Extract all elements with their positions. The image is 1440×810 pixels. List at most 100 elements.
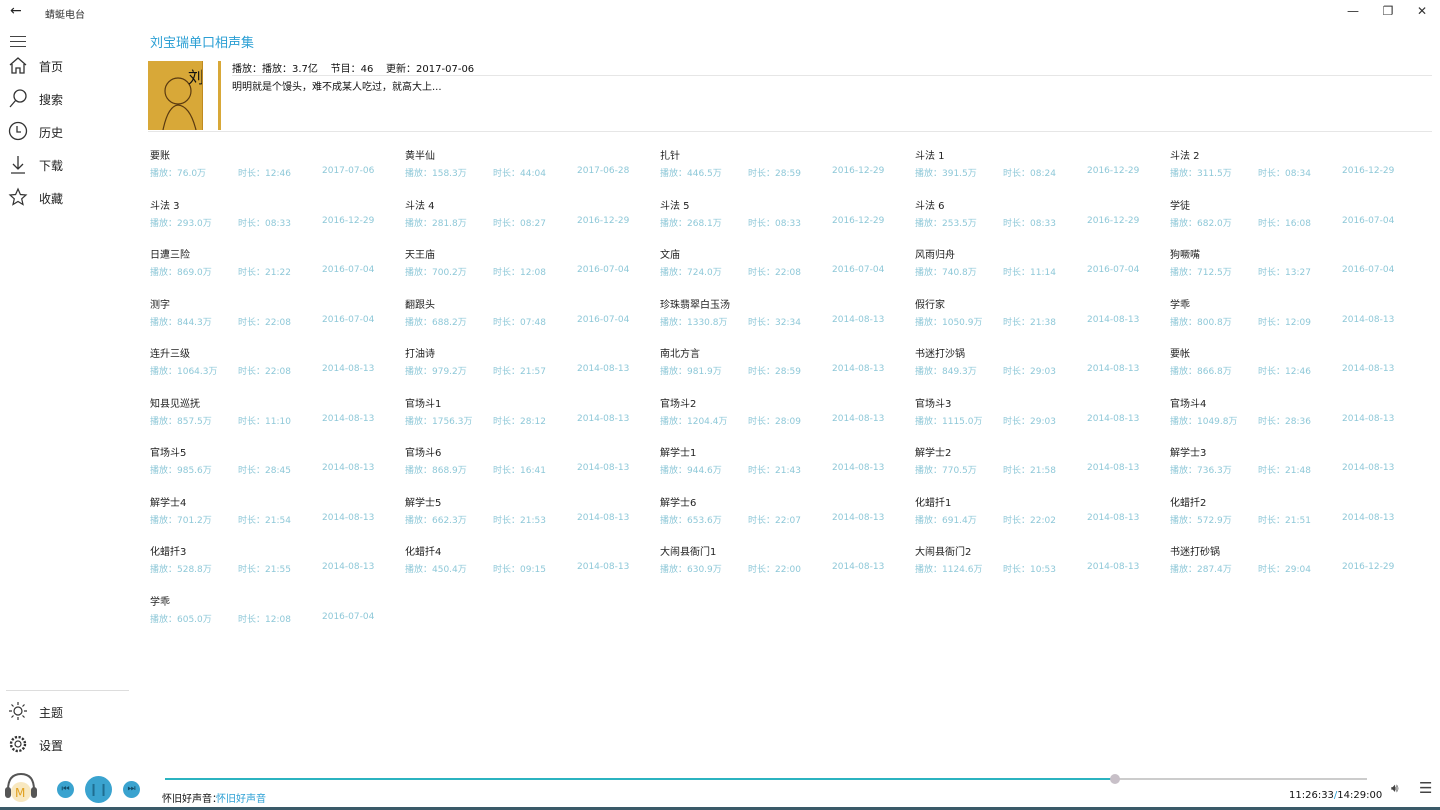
episode-item[interactable]: 打油诗 播放：979.2万 时长：21:57 2014-08-13 <box>405 345 660 391</box>
sidebar-item-sun[interactable]: 主题 <box>0 697 130 727</box>
episode-title: 学徒 <box>1170 200 1190 212</box>
cover-title-strip <box>202 61 218 130</box>
episode-item[interactable]: 化蜡扦4 播放：450.4万 时长：09:15 2014-08-13 <box>405 543 660 589</box>
sidebar-item-search[interactable]: 搜索 <box>0 84 130 114</box>
episode-item[interactable]: 解学士4 播放：701.2万 时长：21:54 2014-08-13 <box>150 494 405 540</box>
hamburger-menu-icon[interactable] <box>10 32 26 51</box>
episode-item[interactable]: 书迷打砂锅 播放：287.4万 时长：29:04 2016-12-29 <box>1170 543 1425 589</box>
episode-title: 斗法 4 <box>405 200 435 212</box>
episode-plays: 播放：572.9万 <box>1170 515 1232 526</box>
episode-duration: 时长：28:12 <box>493 416 546 427</box>
divider <box>232 75 1432 76</box>
episode-item[interactable]: 要帐 播放：866.8万 时长：12:46 2014-08-13 <box>1170 345 1425 391</box>
episode-item[interactable]: 解学士6 播放：653.6万 时长：22:07 2014-08-13 <box>660 494 915 540</box>
episode-item[interactable]: 官场斗1 播放：1756.3万 时长：28:12 2014-08-13 <box>405 395 660 441</box>
episode-item[interactable]: 南北方言 播放：981.9万 时长：28:59 2014-08-13 <box>660 345 915 391</box>
maximize-button[interactable]: ❐ <box>1382 4 1394 18</box>
channel-label: 怀旧好声音： <box>162 794 222 805</box>
episode-item[interactable]: 斗法 6 播放：253.5万 时长：08:33 2016-12-29 <box>915 197 1170 243</box>
episode-date: 2014-08-13 <box>1087 463 1140 473</box>
episode-item[interactable]: 斗法 1 播放：391.5万 时长：08:24 2016-12-29 <box>915 147 1170 193</box>
episode-item[interactable]: 化蜡扦2 播放：572.9万 时长：21:51 2014-08-13 <box>1170 494 1425 540</box>
episode-duration: 时长：12:46 <box>1258 367 1311 377</box>
previous-button[interactable]: ⏮ <box>57 781 74 798</box>
episode-item[interactable]: 官场斗4 播放：1049.8万 时长：28:36 2014-08-13 <box>1170 395 1425 441</box>
pause-button[interactable]: ❙❙ <box>85 776 112 803</box>
episode-plays: 播放：682.0万 <box>1170 218 1232 229</box>
episode-item[interactable]: 大闹县衙门1 播放：630.9万 时长：22:00 2014-08-13 <box>660 543 915 589</box>
episode-item[interactable]: 解学士5 播放：662.3万 时长：21:53 2014-08-13 <box>405 494 660 540</box>
sidebar-item-gear[interactable]: 设置 <box>0 730 130 760</box>
episode-duration: 时长：32:34 <box>748 317 801 328</box>
episode-item[interactable]: 日遭三险 播放：869.0万 时长：21:22 2016-07-04 <box>150 246 405 292</box>
episode-item[interactable]: 连升三级 播放：1064.3万 时长：22:08 2014-08-13 <box>150 345 405 391</box>
episode-duration: 时长：21:55 <box>238 565 291 575</box>
progress-thumb[interactable] <box>1109 774 1120 784</box>
episode-item[interactable]: 测字 播放：844.3万 时长：22:08 2016-07-04 <box>150 296 405 342</box>
sidebar-item-download[interactable]: 下载 <box>0 150 130 180</box>
episode-title: 解学士6 <box>660 497 697 509</box>
playlist-icon[interactable]: ☰ <box>1419 779 1433 797</box>
episode-title: 珍珠翡翠白玉汤 <box>660 299 730 311</box>
episode-title: 化蜡扦3 <box>150 547 187 558</box>
episode-plays: 播放：1124.6万 <box>915 565 983 575</box>
episode-date: 2014-08-13 <box>1087 413 1140 424</box>
sidebar-item-home[interactable]: 首页 <box>0 51 130 81</box>
episode-item[interactable]: 天王庙 播放：700.2万 时长：12:08 2016-07-04 <box>405 246 660 292</box>
episode-item[interactable]: 解学士1 播放：944.6万 时长：21:43 2014-08-13 <box>660 444 915 490</box>
close-button[interactable]: ✕ <box>1416 4 1428 18</box>
episode-item[interactable]: 化蜡扦1 播放：691.4万 时长：22:02 2014-08-13 <box>915 494 1170 540</box>
episode-title: 官场斗5 <box>150 448 187 459</box>
episode-title: 日遭三险 <box>150 250 190 261</box>
volume-icon[interactable]: 🔊︎ <box>1391 781 1399 795</box>
episode-duration: 时长：11:14 <box>1003 268 1056 278</box>
episode-plays: 播放：800.8万 <box>1170 317 1232 328</box>
episode-date: 2014-08-13 <box>832 314 885 325</box>
episode-item[interactable]: 风雨归舟 播放：740.8万 时长：11:14 2016-07-04 <box>915 246 1170 292</box>
episode-plays: 播放：605.0万 <box>150 614 212 625</box>
episode-item[interactable]: 翻跟头 播放：688.2万 时长：07:48 2016-07-04 <box>405 296 660 342</box>
episode-date: 2014-08-13 <box>1342 413 1395 424</box>
episode-item[interactable]: 假行家 播放：1050.9万 时长：21:38 2014-08-13 <box>915 296 1170 342</box>
sidebar-item-clock[interactable]: 历史 <box>0 117 130 147</box>
sidebar-item-star[interactable]: 收藏 <box>0 183 130 213</box>
episode-duration: 时长：28:09 <box>748 416 801 427</box>
progress-slider[interactable] <box>165 774 1367 784</box>
minimize-button[interactable]: — <box>1347 4 1359 18</box>
episode-item[interactable]: 斗法 5 播放：268.1万 时长：08:33 2016-12-29 <box>660 197 915 243</box>
episode-item[interactable]: 狗噘嘴 播放：712.5万 时长：13:27 2016-07-04 <box>1170 246 1425 292</box>
episode-plays: 播放：701.2万 <box>150 515 212 526</box>
episode-item[interactable]: 斗法 3 播放：293.0万 时长：08:33 2016-12-29 <box>150 197 405 243</box>
episode-item[interactable]: 珍珠翡翠白玉汤 播放：1330.8万 时长：32:34 2014-08-13 <box>660 296 915 342</box>
episode-item[interactable]: 扎针 播放：446.5万 时长：28:59 2016-12-29 <box>660 147 915 193</box>
episode-plays: 播放：158.3万 <box>405 169 467 179</box>
episode-item[interactable]: 官场斗6 播放：868.9万 时长：16:41 2014-08-13 <box>405 444 660 490</box>
episode-item[interactable]: 知县见巡抚 播放：857.5万 时长：11:10 2014-08-13 <box>150 395 405 441</box>
sun-icon <box>9 702 27 720</box>
episode-item[interactable]: 黄半仙 播放：158.3万 时长：44:04 2017-06-28 <box>405 147 660 193</box>
episode-date: 2016-07-04 <box>322 611 375 622</box>
episode-item[interactable]: 解学士2 播放：770.5万 时长：21:58 2014-08-13 <box>915 444 1170 490</box>
episode-item[interactable]: 学徒 播放：682.0万 时长：16:08 2016-07-04 <box>1170 197 1425 243</box>
episode-title: 打油诗 <box>405 349 435 360</box>
episode-item[interactable]: 斗法 4 播放：281.8万 时长：08:27 2016-12-29 <box>405 197 660 243</box>
episode-item[interactable]: 学乖 播放：605.0万 时长：12:08 2016-07-04 <box>150 593 405 639</box>
next-button[interactable]: ⏭ <box>123 781 140 798</box>
episode-date: 2016-12-29 <box>1342 562 1395 572</box>
episode-item[interactable]: 解学士3 播放：736.3万 时长：21:48 2014-08-13 <box>1170 444 1425 490</box>
episode-title: 学乖 <box>1170 299 1190 311</box>
episode-item[interactable]: 学乖 播放：800.8万 时长：12:09 2014-08-13 <box>1170 296 1425 342</box>
episode-item[interactable]: 大闹县衙门2 播放：1124.6万 时长：10:53 2014-08-13 <box>915 543 1170 589</box>
episode-item[interactable]: 官场斗2 播放：1204.4万 时长：28:09 2014-08-13 <box>660 395 915 441</box>
episode-item[interactable]: 文庙 播放：724.0万 时长：22:08 2016-07-04 <box>660 246 915 292</box>
episode-item[interactable]: 书迷打沙锅 播放：849.3万 时长：29:03 2014-08-13 <box>915 345 1170 391</box>
album-cover: 刘 <box>148 61 221 130</box>
episode-duration: 时长：22:08 <box>238 367 291 377</box>
episode-item[interactable]: 要账 播放：76.0万 时长：12:46 2017-07-06 <box>150 147 405 193</box>
back-arrow-icon[interactable]: ← <box>10 3 22 19</box>
channel-link[interactable]: 怀旧好声音 <box>216 794 266 805</box>
episode-item[interactable]: 化蜡扦3 播放：528.8万 时长：21:55 2014-08-13 <box>150 543 405 589</box>
episode-item[interactable]: 官场斗3 播放：1115.0万 时长：29:03 2014-08-13 <box>915 395 1170 441</box>
episode-item[interactable]: 斗法 2 播放：311.5万 时长：08:34 2016-12-29 <box>1170 147 1425 193</box>
episode-item[interactable]: 官场斗5 播放：985.6万 时长：28:45 2014-08-13 <box>150 444 405 490</box>
